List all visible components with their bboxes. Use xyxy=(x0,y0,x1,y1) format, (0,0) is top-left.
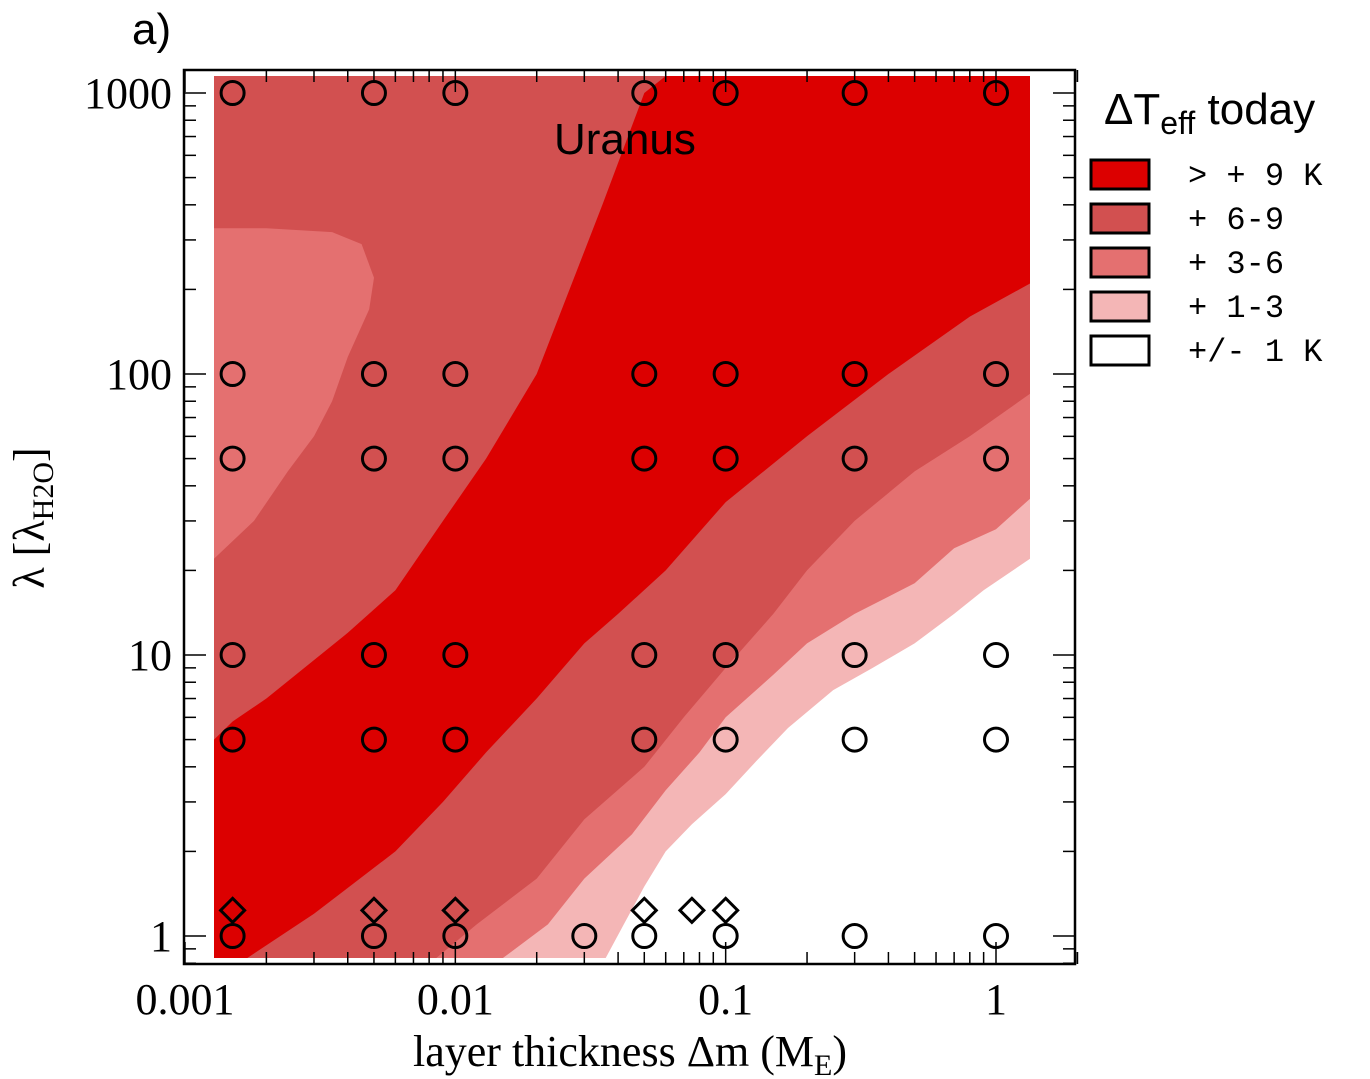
x-axis-label-sub: E xyxy=(814,1049,832,1079)
plot-frame xyxy=(182,68,1077,966)
data-point-circle-4 xyxy=(712,80,739,106)
data-point-circle-17 xyxy=(631,445,658,472)
legend-label-2: + 3-6 xyxy=(1188,246,1284,283)
y-axis-label-main: λ [λ xyxy=(5,520,54,589)
y-tick-label-3: 1000 xyxy=(84,69,172,118)
data-point-circle-9 xyxy=(442,361,469,387)
y-axis-label-tail: ] xyxy=(5,447,54,462)
data-point-circle-40 xyxy=(712,923,739,949)
data-point-circle-31 xyxy=(631,726,658,753)
data-point-circle-15 xyxy=(360,445,387,472)
legend-swatch-3 xyxy=(1089,290,1151,323)
data-point-circle-13 xyxy=(983,361,1009,387)
data-point-circle-6 xyxy=(983,80,1009,106)
data-point-circle-5 xyxy=(841,80,868,106)
data-point-diamond-1 xyxy=(359,896,389,925)
data-point-circle-22 xyxy=(360,642,387,668)
data-point-circle-23 xyxy=(442,642,469,668)
data-point-circle-8 xyxy=(360,361,387,387)
legend-label-4: +/- 1 K xyxy=(1188,334,1323,371)
data-point-circle-16 xyxy=(442,445,469,472)
legend-title-tail: today xyxy=(1195,85,1315,134)
contour-region-2 xyxy=(214,228,374,559)
data-point-diamond-2 xyxy=(441,896,470,925)
x-axis-label-main: layer thickness Δm (M xyxy=(413,1027,814,1076)
legend-entries: > + 9 K + 6-9 + 3-6 + 1-3 +/- 1 K xyxy=(1089,158,1323,371)
legend-title: ΔTeff today xyxy=(1104,85,1315,141)
y-axis-label-sub: H2O xyxy=(27,462,60,520)
data-point-diamond-5 xyxy=(711,896,740,925)
x-axis-label-tail: ) xyxy=(832,1027,847,1076)
tick-labels: 0.001 0.01 0.1 1 1 10 100 1000 xyxy=(84,69,1007,1024)
data-point-circle-38 xyxy=(571,923,598,949)
data-markers xyxy=(218,80,1009,949)
data-point-circle-35 xyxy=(219,923,246,949)
x-tick-label-2: 0.1 xyxy=(698,975,753,1024)
data-point-circle-0 xyxy=(219,80,246,106)
x-axis-label: layer thickness Δm (ME) xyxy=(413,1027,847,1079)
data-point-circle-20 xyxy=(983,445,1009,472)
data-point-circle-34 xyxy=(983,726,1009,753)
data-point-circle-1 xyxy=(360,80,387,106)
legend-swatch-2 xyxy=(1089,246,1151,279)
data-point-circle-26 xyxy=(841,642,868,668)
data-point-circle-41 xyxy=(841,923,868,949)
data-point-circle-18 xyxy=(712,445,739,472)
data-point-circle-21 xyxy=(219,642,246,668)
data-point-circle-3 xyxy=(631,80,658,106)
legend-swatch-0 xyxy=(1089,158,1151,191)
data-point-circle-29 xyxy=(360,726,387,753)
data-point-circle-19 xyxy=(841,445,868,472)
data-point-circle-10 xyxy=(631,361,658,387)
data-point-diamond-4 xyxy=(677,896,707,925)
data-point-circle-30 xyxy=(442,726,469,753)
data-point-diamond-3 xyxy=(630,896,659,925)
data-point-circle-33 xyxy=(841,726,868,753)
y-axis-label: λ [λH2O] xyxy=(5,447,60,588)
x-tick-label-0: 0.001 xyxy=(136,975,235,1024)
legend-swatch-1 xyxy=(1089,202,1151,235)
legend-title-main: ΔT xyxy=(1104,85,1160,134)
legend-title-sub: eff xyxy=(1160,105,1195,141)
x-tick-label-3: 1 xyxy=(985,975,1007,1024)
x-tick-label-1: 0.01 xyxy=(417,975,494,1024)
contour-regions xyxy=(214,76,1031,958)
y-tick-label-0: 1 xyxy=(150,912,172,961)
data-point-circle-24 xyxy=(631,642,658,668)
data-point-circle-7 xyxy=(219,361,246,387)
y-tick-label-1: 10 xyxy=(128,631,172,680)
data-point-circle-12 xyxy=(841,361,868,387)
legend-label-1: + 6-9 xyxy=(1188,202,1284,239)
data-point-circle-27 xyxy=(983,642,1009,668)
data-point-circle-37 xyxy=(442,923,469,949)
data-point-circle-11 xyxy=(712,361,739,387)
chart-title: Uranus xyxy=(554,115,696,164)
data-point-diamond-0 xyxy=(218,896,247,925)
data-point-circle-36 xyxy=(360,923,387,949)
contour-region-6 xyxy=(605,558,1030,958)
panel-label: a) xyxy=(132,5,171,54)
data-point-circle-28 xyxy=(219,726,246,753)
legend: ΔTeff today > + 9 K + 6-9 + 3-6 + 1-3 +/- 1 … xyxy=(1089,85,1323,371)
legend-label-3: + 1-3 xyxy=(1188,290,1284,327)
legend-label-0: > + 9 K xyxy=(1188,158,1323,195)
data-point-circle-42 xyxy=(983,923,1009,949)
data-point-circle-25 xyxy=(712,642,739,668)
data-point-circle-14 xyxy=(219,445,246,472)
data-point-circle-39 xyxy=(631,923,658,949)
data-point-circle-32 xyxy=(712,726,739,753)
y-tick-label-2: 100 xyxy=(106,350,172,399)
data-point-circle-2 xyxy=(442,80,469,106)
legend-swatch-4 xyxy=(1089,334,1151,367)
